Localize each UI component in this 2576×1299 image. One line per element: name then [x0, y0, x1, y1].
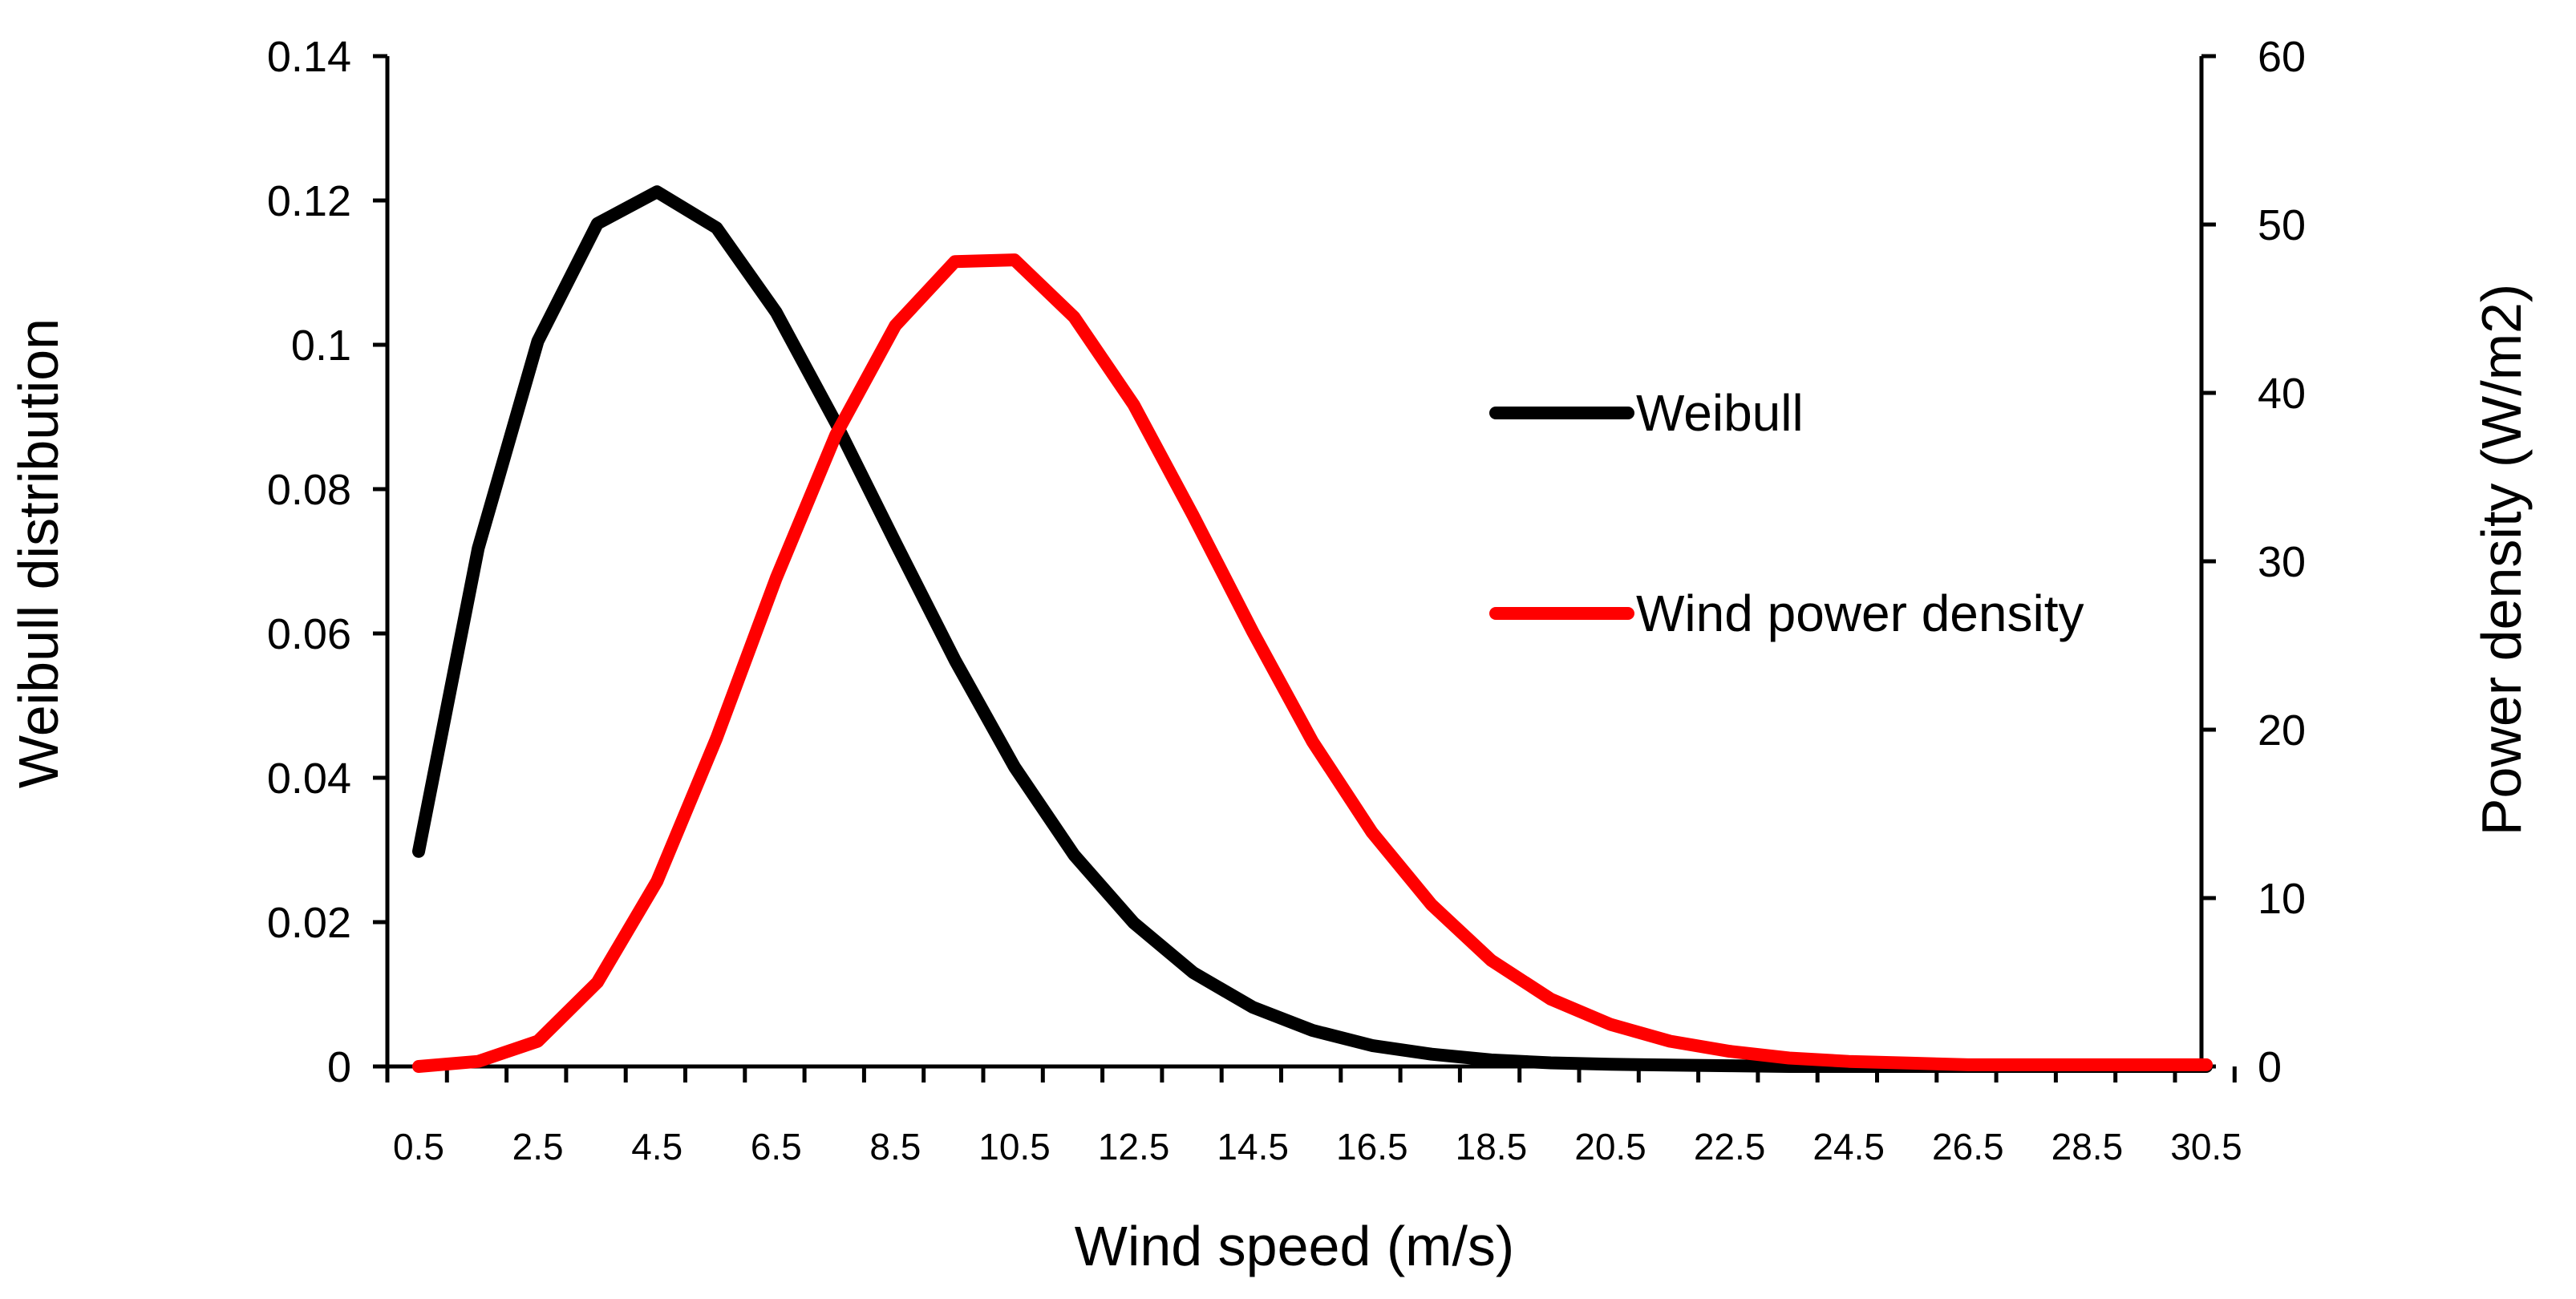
- chart-ticks: 0 0.02 0.04 0.06 0.08 0.1 0.12 0.14 0 10 20 30 40 50 6…: [267, 33, 2306, 1167]
- right-y-tick-label: 60: [2258, 33, 2306, 81]
- x-tick-label: 2.5: [512, 1126, 564, 1167]
- x-tick-label: 30.5: [2170, 1126, 2242, 1167]
- right-y-tick-label: 10: [2258, 875, 2306, 923]
- left-y-tick-label: 0.04: [267, 755, 351, 803]
- x-axis-title: Wind speed (m/s): [1075, 1215, 1514, 1277]
- x-tick-label: 22.5: [1694, 1126, 1766, 1167]
- wind-power-density-legend-label: Wind power density: [1636, 585, 2084, 642]
- right-y-tick-label: 50: [2258, 201, 2306, 249]
- wind-power-density-series-line: [412, 253, 2213, 1073]
- chart-axes: [385, 56, 2204, 1069]
- left-y-tick-label: 0.1: [291, 322, 351, 370]
- left-y-tick-label: 0.08: [267, 466, 351, 514]
- right-y-tick-label: 30: [2258, 538, 2306, 586]
- x-tick-label: 10.5: [978, 1126, 1051, 1167]
- left-y-tick-label: 0.14: [267, 33, 351, 81]
- x-tick-label: 26.5: [1932, 1126, 2004, 1167]
- x-tick-label: 28.5: [2051, 1126, 2124, 1167]
- right-y-tick-label: 0: [2258, 1043, 2282, 1091]
- left-y-tick-label: 0: [327, 1043, 351, 1091]
- x-tick-label: 20.5: [1574, 1126, 1646, 1167]
- x-tick-label: 14.5: [1217, 1126, 1289, 1167]
- left-y-tick-label: 0.02: [267, 899, 351, 947]
- left-y-axis-title: Weibull distribution: [7, 318, 70, 788]
- left-y-tick-label: 0.12: [267, 177, 351, 225]
- x-tick-label: 4.5: [631, 1126, 682, 1167]
- x-tick-label: 12.5: [1098, 1126, 1170, 1167]
- right-y-tick-label: 40: [2258, 370, 2306, 418]
- x-tick-label: 6.5: [751, 1126, 802, 1167]
- x-tick-label: 16.5: [1336, 1126, 1408, 1167]
- x-tick-label: 0.5: [393, 1126, 444, 1167]
- weibull-legend-label: Weibull: [1636, 384, 1804, 442]
- left-y-tick-label: 0.06: [267, 610, 351, 658]
- x-tick-label: 24.5: [1813, 1126, 1885, 1167]
- x-tick-label: 8.5: [869, 1126, 921, 1167]
- right-y-tick-label: 20: [2258, 706, 2306, 755]
- chart-series: [412, 185, 2213, 1073]
- chart-legend: Weibull Wind power density: [1489, 384, 2084, 642]
- right-y-axis-title: Power density (W/m2): [2470, 284, 2533, 836]
- x-tick-label: 18.5: [1456, 1126, 1528, 1167]
